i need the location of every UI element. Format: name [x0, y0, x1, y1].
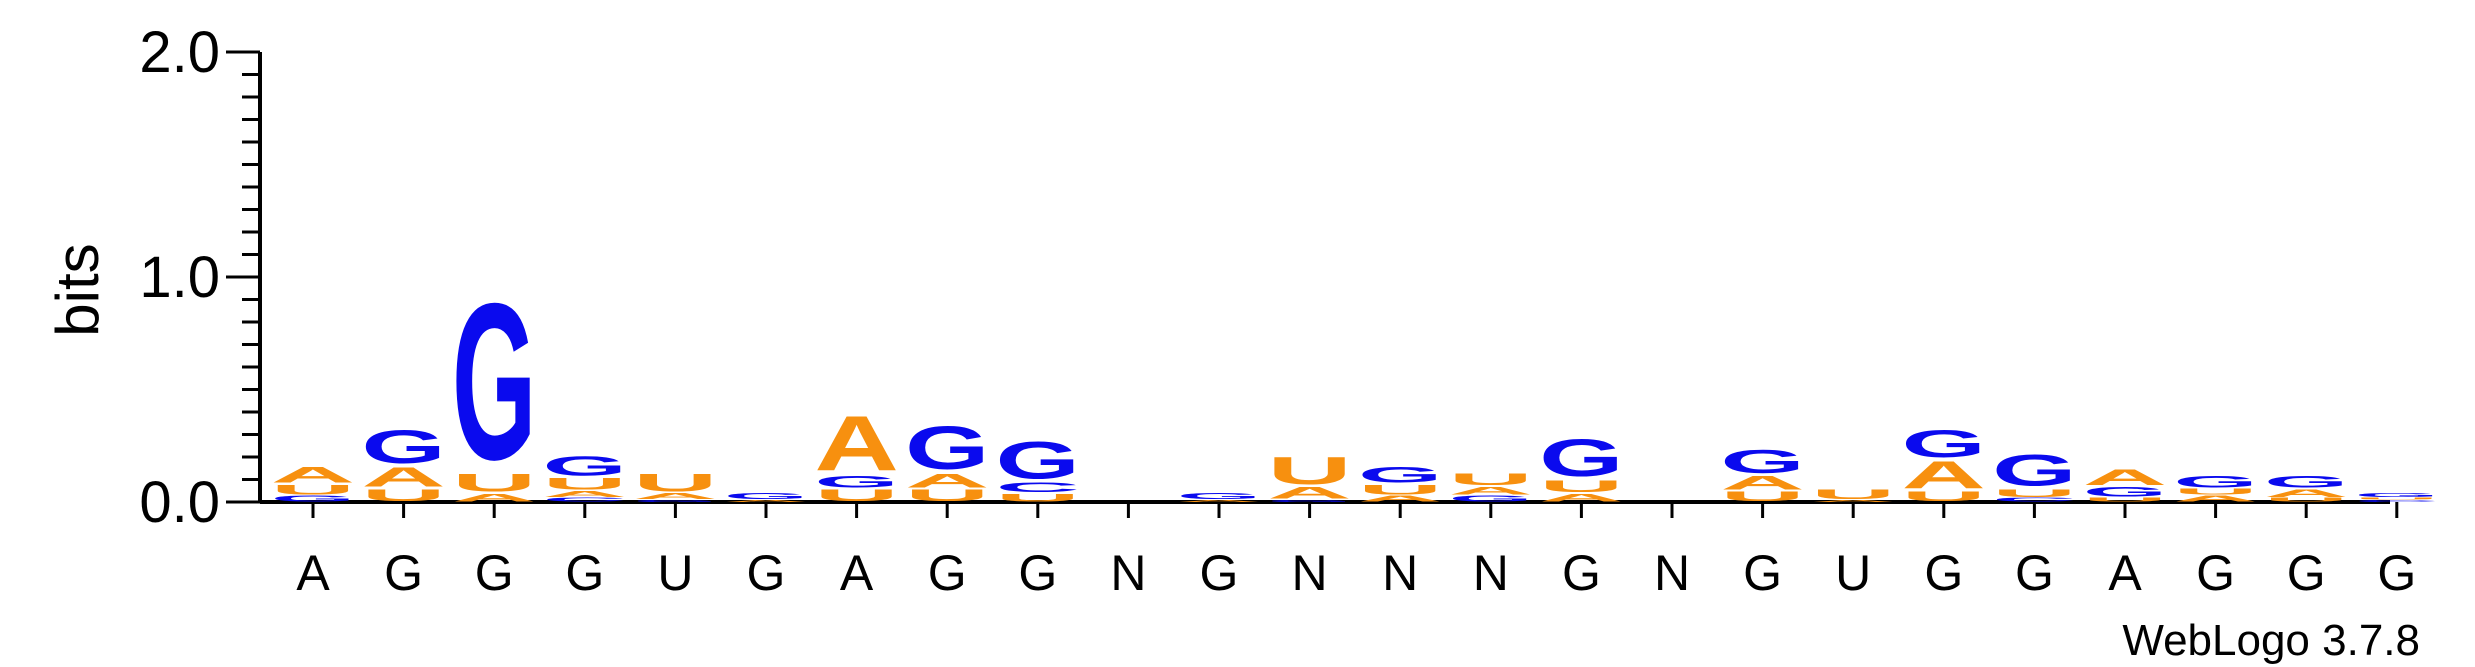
logo-letter-A: A: [271, 462, 355, 487]
logo-letter-C: C: [1992, 497, 2076, 503]
logo-letter-U: U: [2264, 497, 2348, 503]
logo-letter-U: U: [2355, 497, 2439, 500]
logo-letter-G: G: [1720, 443, 1804, 481]
logo-letter-G: G: [1539, 429, 1623, 488]
logo-letter-A: A: [543, 489, 627, 498]
logo-letter-A: A: [1267, 483, 1351, 502]
logo-letter-A: A: [814, 400, 898, 487]
logo-letter-G: G: [271, 494, 355, 503]
logo-letter-G: G: [1449, 494, 1533, 503]
logo-letter-G: G: [2264, 473, 2348, 492]
logo-letter-U: U: [2173, 487, 2257, 496]
logo-letter-U: U: [1992, 487, 2076, 499]
y-tick-label: 1.0: [139, 245, 220, 310]
logo-letter-G: G: [1177, 492, 1261, 501]
logo-letter-G: G: [724, 492, 808, 501]
x-tick-label: G: [928, 545, 967, 601]
logo-letter-U: U: [1358, 482, 1442, 498]
logo-letter-U: U: [1902, 489, 1986, 505]
x-tick-label: G: [2015, 545, 2054, 601]
logo-letter-A: A: [1177, 499, 1261, 502]
x-tick-label: G: [384, 545, 423, 601]
logo-letter-G: G: [452, 258, 536, 507]
logo-letter-C: C: [996, 480, 1080, 496]
logo-letter-A: A: [1449, 484, 1533, 496]
logo-letter-C: C: [2355, 499, 2439, 502]
logo-letter-G: G: [814, 473, 898, 492]
x-tick-label: G: [1018, 545, 1057, 601]
logo-letter-G: G: [1358, 462, 1442, 487]
x-tick-label: G: [1743, 545, 1782, 601]
logo-letter-U: U: [271, 482, 355, 498]
x-tick-label: A: [2108, 545, 2142, 601]
logo-letter-A: A: [1902, 453, 1986, 496]
x-tick-label: N: [1110, 545, 1146, 601]
x-tick-label: G: [565, 545, 604, 601]
x-tick-label: G: [1200, 545, 1239, 601]
logo-letter-U: U: [1720, 489, 1804, 505]
x-tick-label: G: [747, 545, 786, 601]
x-tick-label: G: [475, 545, 514, 601]
logo-letter-C: C: [543, 497, 627, 503]
logo-letter-U: U: [1267, 449, 1351, 492]
logo-letter-G: G: [2355, 492, 2439, 498]
logo-letter-G: G: [1902, 422, 1986, 466]
x-tick-label: A: [296, 545, 330, 601]
logo-letter-A: A: [1811, 499, 1895, 502]
y-tick-label: 0.0: [139, 470, 220, 535]
x-tick-label: U: [1835, 545, 1871, 601]
x-tick-label: N: [1654, 545, 1690, 601]
logo-letter-G: G: [2083, 484, 2167, 499]
x-tick-label: N: [1473, 545, 1509, 601]
x-tick-label: G: [1562, 545, 1601, 601]
logo-letter-G: G: [1267, 499, 1351, 502]
logo-letter-U: U: [1449, 470, 1533, 489]
logo-letter-A: A: [724, 499, 808, 502]
x-tick-label: N: [1382, 545, 1418, 601]
logo-letter-A: A: [905, 470, 989, 492]
logo-letter-G: G: [905, 413, 989, 482]
logo-letter-A: A: [452, 491, 536, 503]
logo-letter-U: U: [996, 491, 1080, 503]
logo-letter-U: U: [2083, 497, 2167, 503]
logo-letter-G: G: [543, 450, 627, 481]
logo-letter-A: A: [2173, 494, 2257, 503]
logo-letter-G: G: [996, 431, 1080, 490]
x-tick-label: U: [657, 545, 693, 601]
logo-letter-G: G: [633, 499, 717, 502]
weblogo-version-label: WebLogo 3.7.8: [2122, 616, 2420, 665]
logo-letter-G: G: [2173, 473, 2257, 492]
y-axis: 0.0 1.0 2.0: [139, 20, 262, 535]
logo-letter-G: G: [1992, 445, 2076, 495]
logo-letter-A: A: [633, 492, 717, 501]
x-tick-label: G: [2377, 545, 2416, 601]
logo-letter-U: U: [814, 486, 898, 505]
logo-letter-G: G: [361, 420, 445, 473]
logo-letter-A: A: [2083, 465, 2167, 490]
logo-letter-U: U: [543, 474, 627, 493]
x-tick-label: G: [2287, 545, 2326, 601]
x-tick-label: G: [1924, 545, 1963, 601]
x-tick-label: G: [2196, 545, 2235, 601]
logo-letter-U: U: [452, 469, 536, 497]
x-tick-label: A: [840, 545, 874, 601]
y-axis-label: bits: [44, 243, 111, 336]
logo-letter-A: A: [1358, 494, 1442, 503]
logo-letter-U: U: [633, 469, 717, 497]
logo-letter-U: U: [361, 486, 445, 505]
logo-letter-U: U: [905, 486, 989, 505]
logo-letter-U: U: [1539, 477, 1623, 496]
logo-letter-A: A: [361, 462, 445, 493]
x-tick-label: N: [1292, 545, 1328, 601]
logo-letter-A: A: [1539, 491, 1623, 503]
logo-letter-U: U: [1811, 486, 1895, 502]
logo-letter-A: A: [2264, 487, 2348, 499]
logo-letter-A: A: [1720, 472, 1804, 494]
y-tick-label: 2.0: [139, 20, 220, 85]
